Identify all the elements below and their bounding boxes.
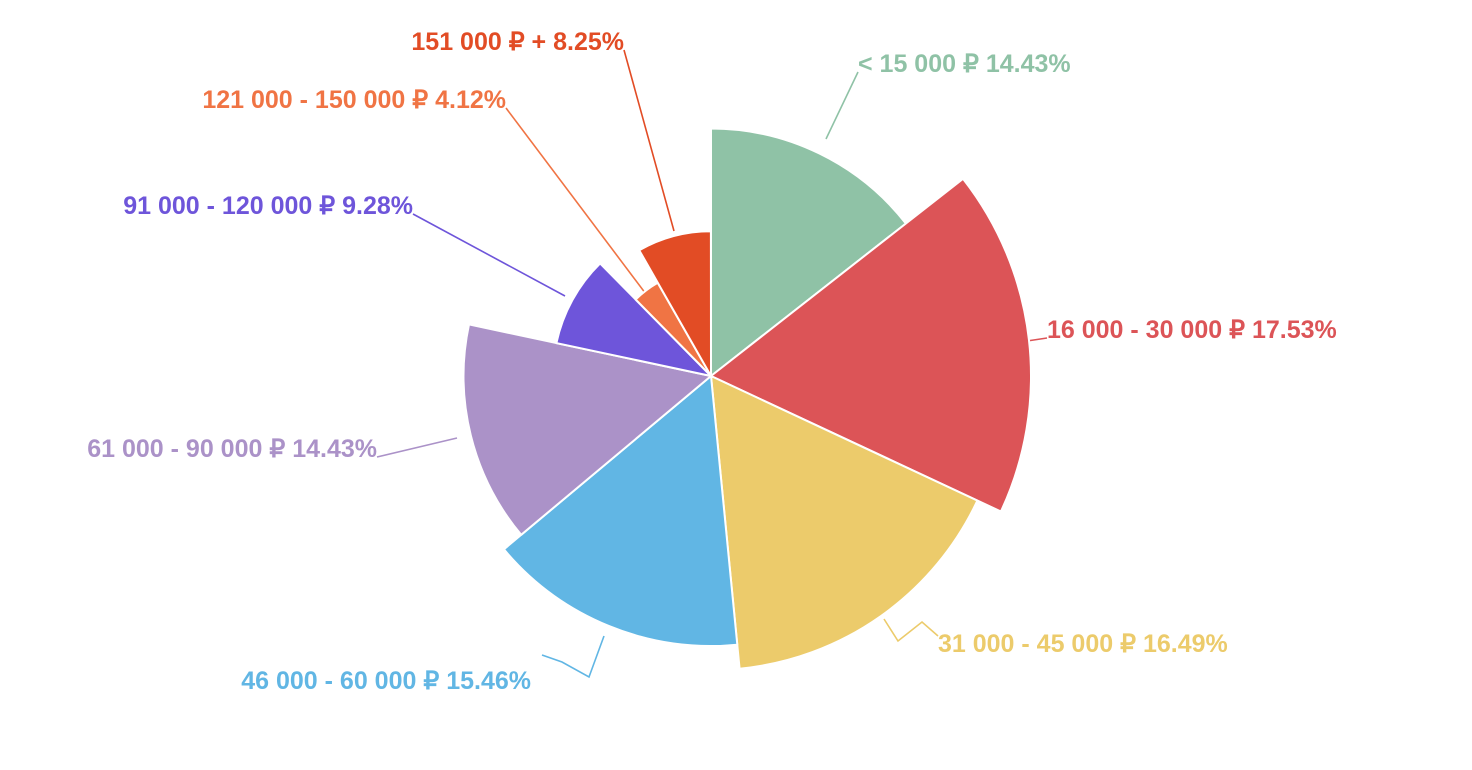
slice-label-percent-2: 17.53%: [1245, 316, 1337, 344]
slice-label-percent-4: 15.46%: [439, 667, 531, 695]
slice-label-name-8: 151 000 ₽ +: [411, 28, 546, 56]
slice-label-percent-6: 9.28%: [335, 192, 413, 220]
slice-label-name-1: < 15 000 ₽: [858, 50, 979, 78]
labels-group: < 15 000 ₽ 14.43% 16 000 - 30 000 ₽ 17.53…: [87, 28, 1337, 695]
leader-line-7: [505, 107, 665, 319]
leader-line-3: [883, 618, 939, 643]
slice-label-name-5: 61 000 - 90 000 ₽: [87, 435, 285, 463]
slice-label-4: 46 000 - 60 000 ₽ 15.46%: [241, 667, 531, 695]
slice-label-name-2: 16 000 - 30 000 ₽: [1047, 316, 1245, 344]
slice-label-2: 16 000 - 30 000 ₽ 17.53%: [1047, 316, 1337, 344]
slice-label-name-3: 31 000 - 45 000 ₽: [938, 630, 1136, 658]
slice-label-percent-8: 8.25%: [546, 28, 624, 56]
slice-label-percent-7: 4.12%: [428, 86, 506, 114]
leader-line-5: [376, 437, 458, 458]
leader-line-1: [825, 71, 859, 140]
slice-label-5: 61 000 - 90 000 ₽ 14.43%: [87, 435, 377, 463]
slice-label-percent-3: 16.49%: [1136, 630, 1228, 658]
slice-label-7: 121 000 - 150 000 ₽ 4.12%: [202, 86, 506, 114]
slice-label-3: 31 000 - 45 000 ₽ 16.49%: [938, 630, 1228, 658]
slice-6[interactable]: [555, 262, 712, 377]
slices-group: [462, 127, 1032, 670]
slice-3[interactable]: [710, 375, 979, 670]
slice-2[interactable]: [710, 177, 1032, 513]
slice-label-name-7: 121 000 - 150 000 ₽: [202, 86, 428, 114]
slice-label-name-6: 91 000 - 120 000 ₽: [123, 192, 335, 220]
slice-4[interactable]: [502, 375, 739, 647]
leader-line-8: [623, 49, 675, 232]
leader-line-2: [1026, 337, 1048, 342]
slice-label-8: 151 000 ₽ + 8.25%: [411, 28, 624, 56]
slice-8[interactable]: [638, 230, 712, 377]
leader-line-6: [412, 213, 566, 297]
slice-5[interactable]: [462, 323, 712, 536]
slice-label-percent-1: 14.43%: [979, 50, 1071, 78]
slice-label-name-4: 46 000 - 60 000 ₽: [241, 667, 439, 695]
leader-lines-group: [376, 49, 1048, 679]
slice-label-1: < 15 000 ₽ 14.43%: [858, 50, 1071, 78]
slice-label-percent-5: 14.43%: [285, 435, 377, 463]
leader-line-4: [541, 635, 605, 679]
slice-label-6: 91 000 - 120 000 ₽ 9.28%: [123, 192, 413, 220]
slice-1[interactable]: [710, 127, 907, 377]
